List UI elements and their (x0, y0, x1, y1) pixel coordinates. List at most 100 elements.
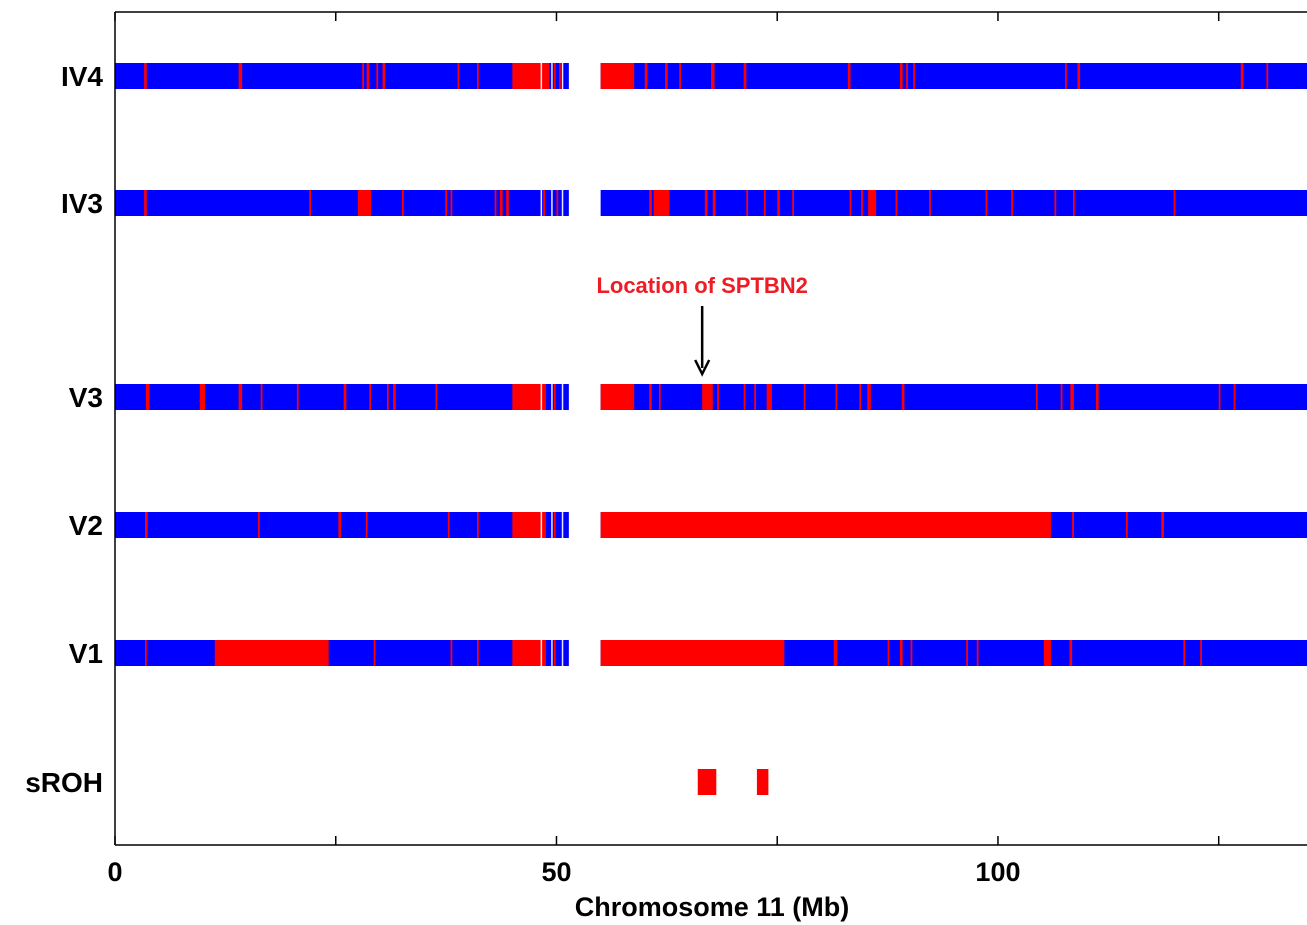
segment-separator (540, 640, 543, 666)
homozygous-segment (1161, 512, 1164, 538)
homozygous-segment (1043, 640, 1051, 666)
homozygous-segment (847, 63, 851, 89)
track-label: V3 (69, 382, 103, 413)
track-arm-p (115, 640, 569, 666)
homozygous-segment (369, 384, 372, 410)
homozygous-segment (447, 512, 450, 538)
homozygous-segment (1125, 512, 1128, 538)
homozygous-segment (600, 63, 635, 89)
x-axis-title: Chromosome 11 (Mb) (575, 892, 850, 922)
homozygous-segment (494, 190, 497, 216)
annotation-arrow-head (694, 359, 711, 377)
homozygous-segment (477, 640, 479, 666)
homozygous-segment (1070, 384, 1074, 410)
homozygous-segment (746, 190, 749, 216)
homozygous-segment (382, 63, 386, 89)
homozygous-segment (803, 384, 806, 410)
track-v2: V2 (69, 510, 1307, 541)
homozygous-segment (763, 190, 766, 216)
segment-separator (561, 384, 564, 410)
homozygous-segment (1266, 63, 1269, 89)
text-layer: Location of SPTBN2 Chromosome 11 (Mb) (575, 273, 850, 922)
homozygous-segment (512, 640, 546, 666)
homozygous-segment (792, 190, 794, 216)
homozygous-segment (899, 63, 903, 89)
sroh-segment (756, 769, 769, 795)
sroh-segment (697, 769, 717, 795)
axes-layer: 0 50 100 (107, 11, 1307, 887)
homozygous-segment (457, 63, 460, 89)
homozygous-segment (376, 63, 379, 89)
homozygous-segment (868, 190, 877, 216)
homozygous-segment (929, 190, 931, 216)
track-iv4: IV4 (61, 61, 1307, 92)
homozygous-segment (1011, 190, 1013, 216)
track-arm-p (115, 384, 569, 410)
homozygous-segment (976, 640, 979, 666)
homozygous-segment (712, 190, 716, 216)
homozygous-segment (499, 190, 503, 216)
segment-separator (540, 512, 543, 538)
homozygous-segment (1069, 640, 1073, 666)
sroh-layer: sROH (25, 767, 769, 798)
homozygous-segment (144, 63, 147, 89)
homozygous-segment (867, 384, 871, 410)
homozygous-segment (653, 190, 670, 216)
homozygous-segment (338, 512, 342, 538)
track-arm-q (600, 63, 1307, 89)
homozygous-segment (365, 512, 368, 538)
track-label: IV4 (61, 61, 103, 92)
homozygous-segment (238, 384, 243, 410)
homozygous-segment (512, 512, 546, 538)
x-tick-label: 50 (541, 857, 571, 887)
homozygous-segment (711, 63, 715, 89)
homozygous-segment (309, 190, 312, 216)
homozygous-segment (553, 63, 556, 89)
homozygous-segment (649, 384, 652, 410)
homozygous-segment (1240, 63, 1244, 89)
homozygous-segment (1218, 384, 1221, 410)
homozygous-segment (899, 640, 903, 666)
segment-separator (551, 384, 553, 410)
homozygous-segment (238, 63, 243, 89)
x-tick-label: 0 (107, 857, 122, 887)
segment-separator (551, 190, 553, 216)
homozygous-segment (296, 384, 299, 410)
homozygous-segment (906, 63, 908, 89)
homozygous-segment (717, 384, 719, 410)
homozygous-segment (1054, 190, 1057, 216)
track-arm-p (115, 190, 569, 216)
homozygous-segment (373, 640, 376, 666)
homozygous-segment (144, 190, 147, 216)
homozygous-segment (910, 640, 913, 666)
homozygous-segment (512, 63, 550, 89)
homozygous-segment (1183, 640, 1186, 666)
tracks-layer: IV4 IV3 V3 V2 V1 (61, 61, 1307, 669)
segment-separator (540, 384, 543, 410)
homozygous-segment (450, 190, 453, 216)
track-label: IV3 (61, 188, 103, 219)
homozygous-segment (913, 63, 915, 89)
homozygous-segment (553, 512, 556, 538)
homozygous-segment (887, 640, 890, 666)
track-arm-p (115, 512, 569, 538)
homozygous-segment (743, 63, 747, 89)
homozygous-segment (1200, 640, 1202, 666)
homozygous-segment (679, 63, 681, 89)
homozygous-segment (966, 640, 968, 666)
homozygous-segment (1073, 190, 1075, 216)
segment-separator (551, 512, 553, 538)
homozygous-segment (859, 384, 862, 410)
annotation-label: Location of SPTBN2 (596, 273, 807, 298)
homozygous-segment (553, 384, 556, 410)
homozygous-segment (1233, 384, 1236, 410)
homozygous-segment (1077, 63, 1081, 89)
homozygous-segment (506, 190, 509, 216)
homozygous-segment (199, 384, 206, 410)
homozygous-segment (649, 190, 652, 216)
segment-separator (561, 512, 564, 538)
homozygous-segment (754, 384, 757, 410)
homozygous-segment (362, 63, 364, 89)
homozygous-segment (543, 190, 546, 216)
